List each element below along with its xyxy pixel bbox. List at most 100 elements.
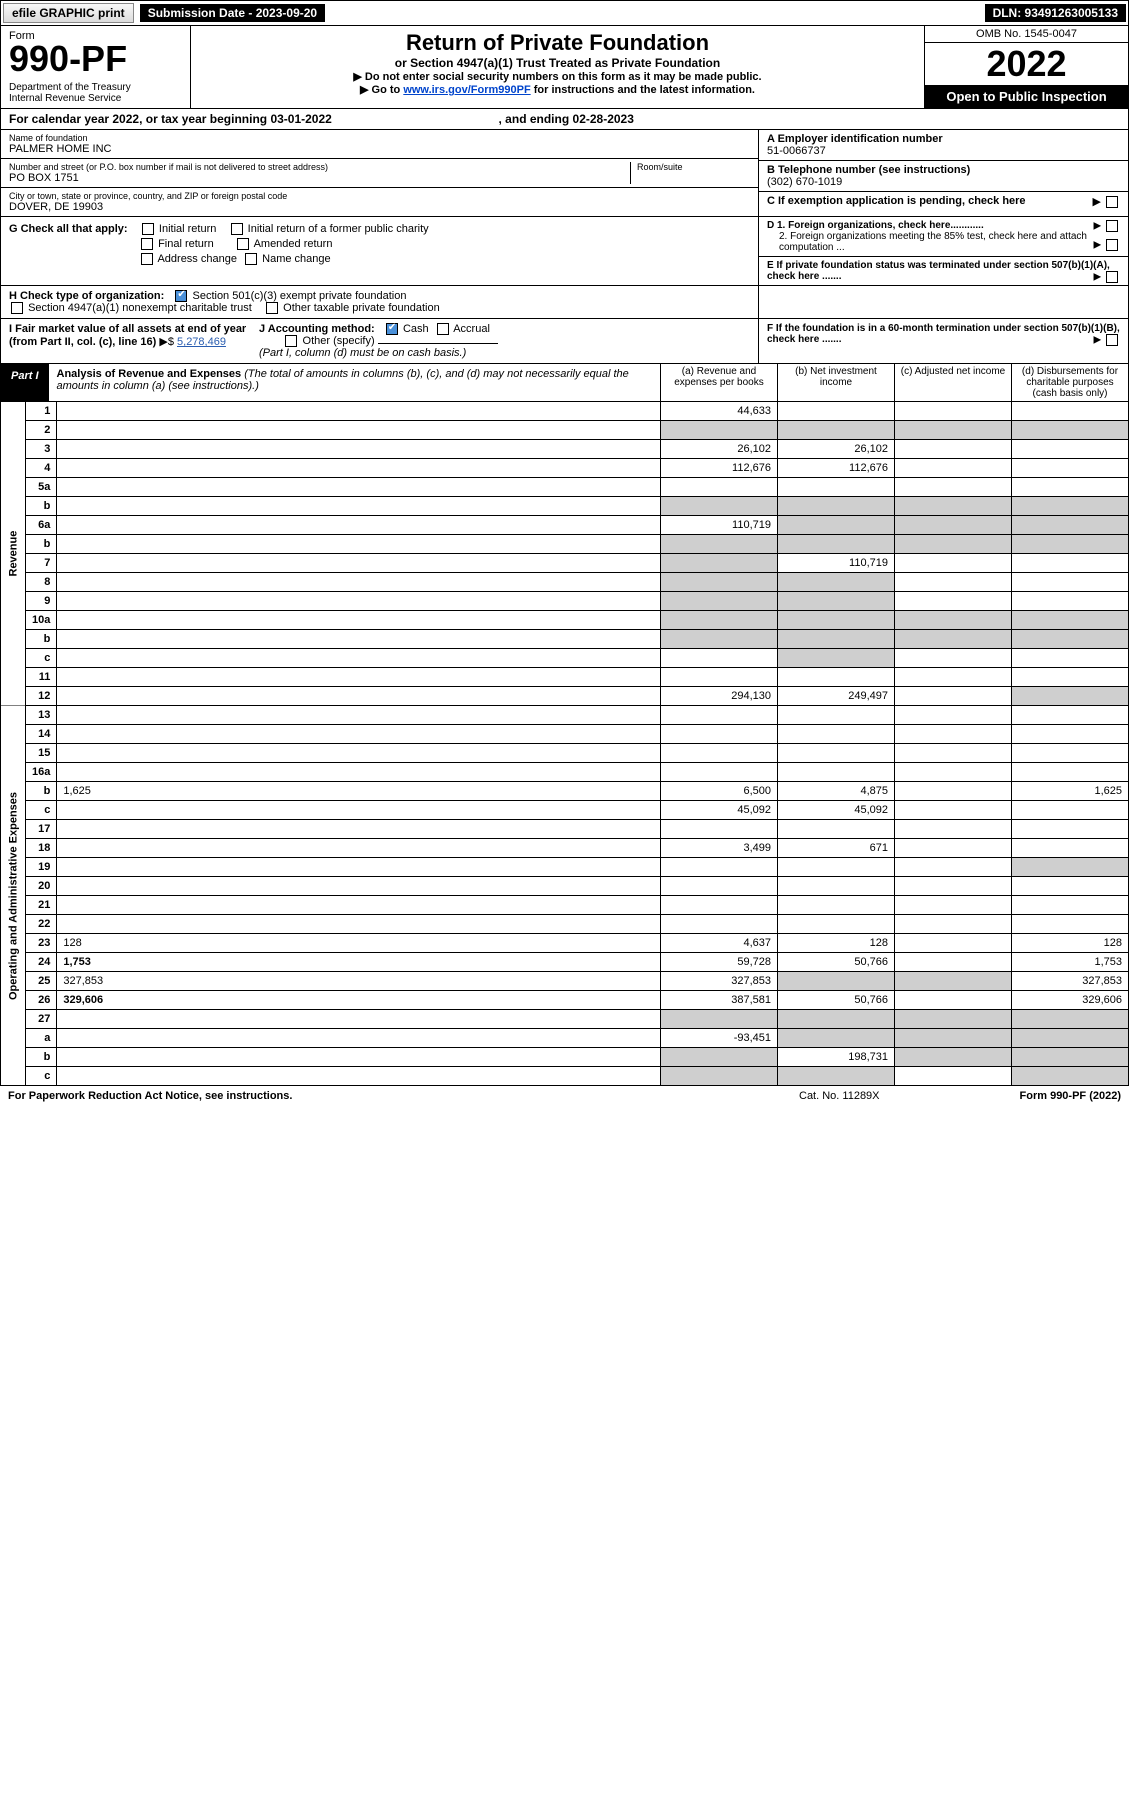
c-checkbox[interactable] [1106, 196, 1118, 208]
amount-cell [895, 668, 1012, 687]
line-desc [57, 1029, 661, 1048]
amount-cell [1012, 668, 1129, 687]
amount-cell [895, 972, 1012, 991]
table-row: b [1, 535, 1129, 554]
amount-cell [895, 497, 1012, 516]
amount-cell [895, 858, 1012, 877]
amount-cell [661, 763, 778, 782]
amount-cell [661, 744, 778, 763]
amount-cell [1012, 1048, 1129, 1067]
f-label: F If the foundation is in a 60-month ter… [767, 323, 1120, 345]
amount-cell [661, 1067, 778, 1086]
amount-cell [1012, 744, 1129, 763]
f-checkbox[interactable] [1106, 334, 1118, 346]
form-number: 990-PF [9, 38, 182, 80]
line-number: b [26, 630, 57, 649]
amount-cell [895, 934, 1012, 953]
amount-cell [895, 991, 1012, 1010]
amount-cell: 294,130 [661, 687, 778, 706]
checkboxes-block: G Check all that apply: Initial return I… [0, 217, 1129, 286]
d1-checkbox[interactable] [1106, 220, 1118, 232]
amount-cell [661, 1048, 778, 1067]
table-row: c [1, 1067, 1129, 1086]
amount-cell [661, 877, 778, 896]
amount-cell: 4,637 [661, 934, 778, 953]
efile-button[interactable]: efile GRAPHIC print [3, 3, 134, 23]
j-accrual-checkbox[interactable] [437, 323, 449, 335]
g-initial-checkbox[interactable] [142, 223, 154, 235]
amount-cell [895, 1029, 1012, 1048]
amount-cell [661, 1010, 778, 1029]
g-initial-former-checkbox[interactable] [231, 223, 243, 235]
e-checkbox[interactable] [1106, 271, 1118, 283]
amount-cell [1012, 402, 1129, 421]
line-number: 4 [26, 459, 57, 478]
amount-cell [778, 668, 895, 687]
amount-cell [778, 1067, 895, 1086]
amount-cell: 26,102 [661, 440, 778, 459]
amount-cell [895, 915, 1012, 934]
j-other-checkbox[interactable] [285, 335, 297, 347]
table-row: 17 [1, 820, 1129, 839]
amount-cell [778, 611, 895, 630]
part1-title: Analysis of Revenue and Expenses [57, 368, 242, 380]
g-address-checkbox[interactable] [141, 253, 153, 265]
amount-cell [895, 630, 1012, 649]
h-other-checkbox[interactable] [266, 302, 278, 314]
line-number: 9 [26, 592, 57, 611]
dept-label: Department of the Treasury Internal Reve… [9, 82, 182, 104]
amount-cell [661, 573, 778, 592]
table-row: 8 [1, 573, 1129, 592]
table-row: 5a [1, 478, 1129, 497]
table-row: 4112,676112,676 [1, 459, 1129, 478]
amount-cell: 3,499 [661, 839, 778, 858]
h-4947-checkbox[interactable] [11, 302, 23, 314]
d2-checkbox[interactable] [1106, 239, 1118, 251]
line-number: 19 [26, 858, 57, 877]
amount-cell [895, 763, 1012, 782]
amount-cell [1012, 497, 1129, 516]
submission-date: Submission Date - 2023-09-20 [140, 4, 325, 22]
g-final-checkbox[interactable] [141, 238, 153, 250]
city-label: City or town, state or province, country… [9, 191, 750, 201]
line-number: 17 [26, 820, 57, 839]
amount-cell [661, 858, 778, 877]
amount-cell [895, 554, 1012, 573]
i-value-link[interactable]: 5,278,469 [177, 336, 226, 348]
line-desc [57, 668, 661, 687]
amount-cell: 329,606 [1012, 991, 1129, 1010]
g-name-checkbox[interactable] [245, 253, 257, 265]
amount-cell [778, 516, 895, 535]
amount-cell [895, 459, 1012, 478]
line-desc: 327,853 [57, 972, 661, 991]
amount-cell [661, 896, 778, 915]
amount-cell [895, 649, 1012, 668]
line-desc [57, 535, 661, 554]
footer: For Paperwork Reduction Act Notice, see … [0, 1086, 1129, 1106]
amount-cell: 59,728 [661, 953, 778, 972]
line-desc [57, 611, 661, 630]
amount-cell [895, 440, 1012, 459]
addr-label: Number and street (or P.O. box number if… [9, 162, 630, 172]
line-number: 1 [26, 402, 57, 421]
line-desc [57, 744, 661, 763]
g-amended-checkbox[interactable] [237, 238, 249, 250]
irs-link[interactable]: www.irs.gov/Form990PF [403, 84, 530, 96]
line-number: 13 [26, 706, 57, 725]
amount-cell: 1,753 [1012, 953, 1129, 972]
top-bar: efile GRAPHIC print Submission Date - 20… [0, 0, 1129, 26]
amount-cell [778, 478, 895, 497]
j-cash-checkbox[interactable] [386, 323, 398, 335]
col-c-header: (c) Adjusted net income [894, 364, 1011, 401]
entity-info: Name of foundation PALMER HOME INC Numbe… [0, 130, 1129, 217]
amount-cell: 327,853 [1012, 972, 1129, 991]
h-501c3-checkbox[interactable] [175, 290, 187, 302]
line-number: 10a [26, 611, 57, 630]
line-desc [57, 440, 661, 459]
amount-cell [1012, 592, 1129, 611]
table-row: Revenue144,633 [1, 402, 1129, 421]
table-row: 7110,719 [1, 554, 1129, 573]
line-number: 22 [26, 915, 57, 934]
line-desc: 128 [57, 934, 661, 953]
col-d-header: (d) Disbursements for charitable purpose… [1011, 364, 1128, 401]
